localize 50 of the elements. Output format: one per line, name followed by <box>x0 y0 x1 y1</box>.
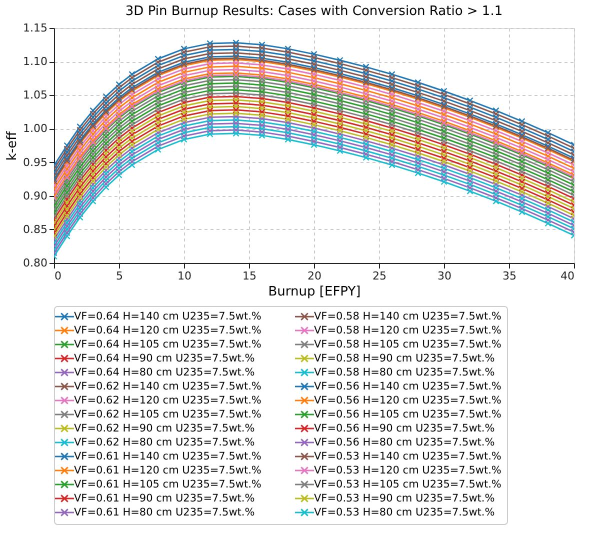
legend-label: VF=0.61 H=140 cm U235=7.5wt.% <box>74 450 262 462</box>
x-tick-label: 35 <box>502 270 516 282</box>
x-tick-label: 5 <box>116 270 123 282</box>
legend-label: VF=0.64 H=90 cm U235=7.5wt.% <box>74 352 255 364</box>
legend-label: VF=0.62 H=105 cm U235=7.5wt.% <box>74 408 262 420</box>
legend-label: VF=0.64 H=105 cm U235=7.5wt.% <box>74 338 262 350</box>
legend-label: VF=0.56 H=140 cm U235=7.5wt.% <box>314 380 502 392</box>
x-tick-label: 40 <box>560 270 574 282</box>
chart-title: 3D Pin Burnup Results: Cases with Conversion Ratio > 1.1 <box>125 4 503 19</box>
legend-label: VF=0.53 H=120 cm U235=7.5wt.% <box>314 464 502 476</box>
y-tick-label: 0.90 <box>23 189 48 202</box>
y-tick-label: 1.05 <box>23 88 48 102</box>
y-tick-label: 0.95 <box>23 156 48 169</box>
legend-label: VF=0.62 H=80 cm U235=7.5wt.% <box>74 436 255 448</box>
legend-label: VF=0.62 H=120 cm U235=7.5wt.% <box>74 394 262 406</box>
x-tick-label: 15 <box>242 270 256 282</box>
y-tick-label: 1.00 <box>23 122 48 136</box>
legend-label: VF=0.58 H=105 cm U235=7.5wt.% <box>314 338 502 350</box>
y-tick-label: 1.10 <box>23 55 48 68</box>
legend-label: VF=0.56 H=90 cm U235=7.5wt.% <box>314 422 495 434</box>
legend-label: VF=0.64 H=120 cm U235=7.5wt.% <box>74 324 262 336</box>
y-axis-title: k-eff <box>5 130 20 161</box>
x-tick-label: 20 <box>308 270 322 282</box>
legend-label: VF=0.58 H=80 cm U235=7.5wt.% <box>314 366 495 378</box>
legend-label: VF=0.64 H=80 cm U235=7.5wt.% <box>74 366 255 378</box>
legend-label: VF=0.62 H=90 cm U235=7.5wt.% <box>74 422 255 434</box>
legend-label: VF=0.61 H=120 cm U235=7.5wt.% <box>74 464 262 476</box>
legend-label: VF=0.56 H=80 cm U235=7.5wt.% <box>314 436 495 448</box>
x-tick-label: 0 <box>54 270 62 282</box>
legend-label: VF=0.56 H=120 cm U235=7.5wt.% <box>314 394 502 406</box>
x-tick-label: 25 <box>372 270 386 282</box>
y-tick-label: 0.80 <box>23 256 48 270</box>
y-tick-label: 0.85 <box>23 222 48 236</box>
legend-label: VF=0.58 H=140 cm U235=7.5wt.% <box>314 310 502 323</box>
legend-label: VF=0.53 H=140 cm U235=7.5wt.% <box>314 450 502 462</box>
y-tick-label: 1.15 <box>23 22 48 34</box>
legend-label: VF=0.62 H=140 cm U235=7.5wt.% <box>74 380 262 392</box>
x-axis-title: Burnup [EFPY] <box>268 284 361 300</box>
legend-label: VF=0.61 H=90 cm U235=7.5wt.% <box>74 492 255 504</box>
legend-label: VF=0.56 H=105 cm U235=7.5wt.% <box>314 408 502 420</box>
legend-label: VF=0.53 H=80 cm U235=7.5wt.% <box>314 506 495 518</box>
x-tick-label: 10 <box>178 270 192 282</box>
legend-label: VF=0.61 H=80 cm U235=7.5wt.% <box>74 506 255 518</box>
legend-label: VF=0.53 H=105 cm U235=7.5wt.% <box>314 478 502 490</box>
legend-label: VF=0.58 H=90 cm U235=7.5wt.% <box>314 352 495 364</box>
x-tick-label: 30 <box>438 270 452 282</box>
legend-label: VF=0.64 H=140 cm U235=7.5wt.% <box>74 310 262 323</box>
legend-label: VF=0.53 H=90 cm U235=7.5wt.% <box>314 492 495 504</box>
legend-label: VF=0.61 H=105 cm U235=7.5wt.% <box>74 478 262 490</box>
legend-label: VF=0.58 H=120 cm U235=7.5wt.% <box>314 324 502 336</box>
